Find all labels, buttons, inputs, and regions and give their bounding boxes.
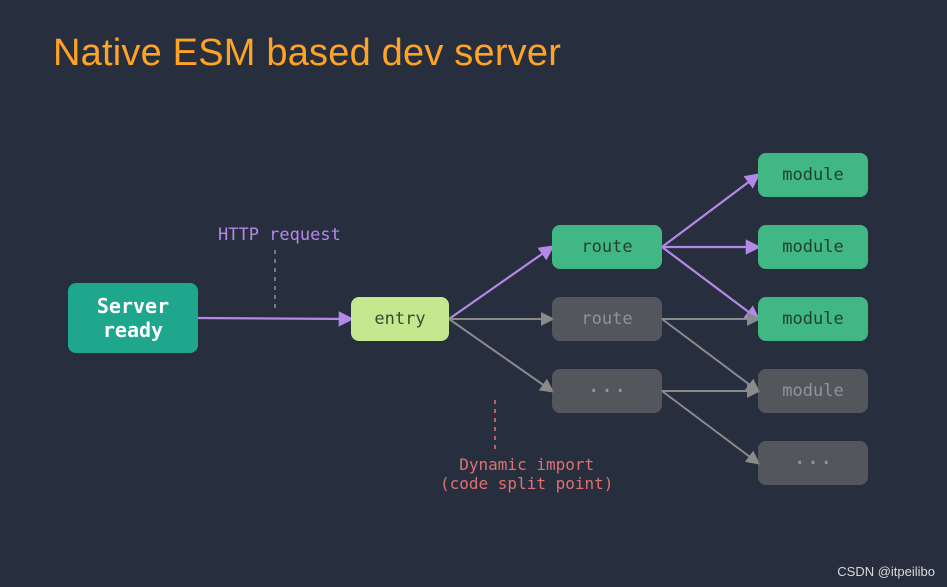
node-module3: module [758,297,868,341]
node-server: Server ready [68,283,198,353]
edge-route1-module3 [662,247,758,319]
edge-route1-module1 [662,175,758,247]
page-title: Native ESM based dev server [53,32,561,75]
node-module2: module [758,225,868,269]
edge-dots1-dots2 [662,391,758,463]
edge-entry-route1 [449,247,552,319]
node-entry: entry [351,297,449,341]
diagram-canvas: Native ESM based dev server Server ready… [0,0,947,587]
node-route1: route [552,225,662,269]
node-module1: module [758,153,868,197]
annotation-dynamic_import: Dynamic import (code split point) [440,455,613,493]
node-dots2: ··· [758,441,868,485]
edge-route2-module4 [662,319,758,391]
node-dots1: ··· [552,369,662,413]
edge-entry-dots1 [449,319,552,391]
annotation-http_request: HTTP request [218,225,341,245]
watermark: CSDN @itpeilibo [837,564,935,579]
node-module4: module [758,369,868,413]
edge-server-entry [198,318,351,319]
node-route2: route [552,297,662,341]
